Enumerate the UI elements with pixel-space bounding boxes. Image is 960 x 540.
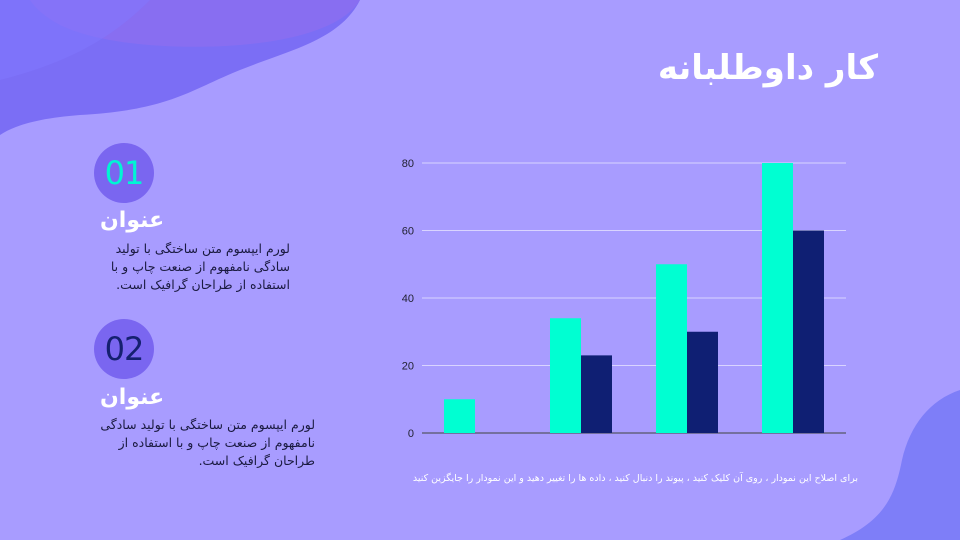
item-description: لورم ایپسوم متن ساختگی با تولید سادگی نا… [110, 241, 290, 292]
bar-series-2[interactable] [793, 230, 824, 434]
bar-series-2[interactable] [687, 331, 718, 433]
y-tick-label: 40 [402, 293, 414, 305]
slide-title: کار داوطلبانه [657, 48, 878, 88]
chart-note: برای اصلاح این نمودار ، روی آن کلیک کنید… [412, 473, 858, 484]
item-description: لورم ایپسوم متن ساختگی با تولید سادگی نا… [100, 417, 315, 468]
y-tick-label: 60 [402, 226, 414, 238]
bar-series-1[interactable] [550, 318, 581, 433]
bar-series-2[interactable] [581, 355, 612, 433]
y-tick-label: 80 [402, 158, 414, 170]
bar-series-1[interactable] [762, 163, 793, 433]
decorative-blob-bottom-right [840, 390, 960, 540]
item-heading: عنوان [100, 208, 165, 233]
bar-series-1[interactable] [444, 399, 475, 433]
item-heading: عنوان [100, 385, 165, 410]
item-number-badge: 02 [94, 319, 154, 379]
y-tick-label: 0 [408, 428, 414, 440]
bar-chart[interactable]: 0 20 40 60 80 [380, 150, 860, 450]
y-tick-label: 20 [402, 361, 414, 373]
bar-series-1[interactable] [656, 264, 687, 433]
item-number-badge: 01 [94, 143, 154, 203]
